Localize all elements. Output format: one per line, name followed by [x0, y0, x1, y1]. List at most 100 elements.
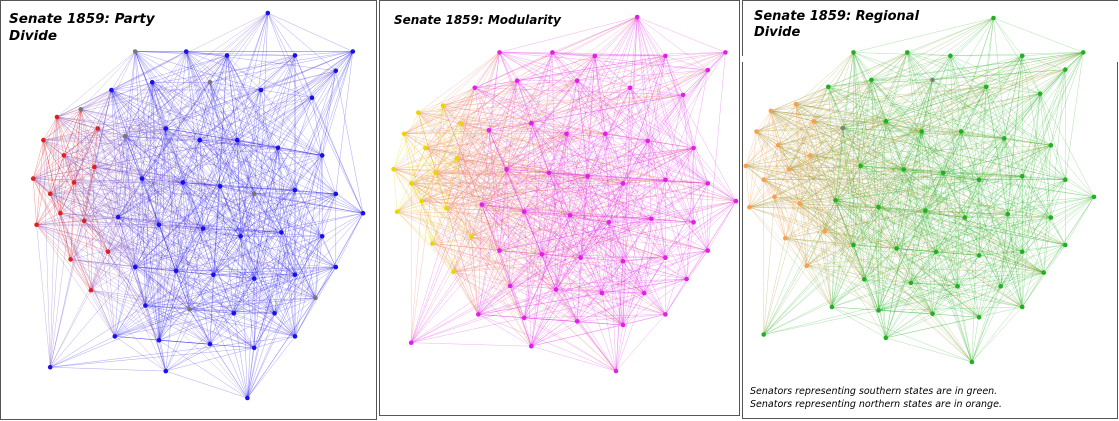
network-edge — [233, 236, 241, 314]
network-edge — [524, 176, 588, 212]
network-edge — [456, 158, 578, 322]
network-edge — [111, 89, 160, 225]
network-edge — [134, 267, 167, 372]
senator-node — [620, 322, 626, 328]
network-edge — [860, 165, 1001, 287]
network-edge — [199, 139, 296, 191]
network-edge — [474, 55, 666, 89]
senator-node — [1080, 50, 1086, 55]
network-edge — [524, 317, 617, 372]
network-edge — [878, 251, 937, 311]
network-edge — [1022, 176, 1052, 218]
network-edge — [506, 52, 553, 170]
network-edge — [541, 254, 603, 294]
network-edge — [580, 222, 610, 258]
network-edge — [118, 97, 313, 218]
network-edge — [860, 52, 908, 166]
network-edge — [885, 120, 1066, 180]
network-edge — [864, 138, 1005, 280]
network-edge — [277, 147, 364, 214]
network-edge — [199, 139, 336, 268]
network-edge — [964, 176, 1023, 218]
network-edge — [647, 140, 708, 184]
network-edge — [925, 210, 1066, 246]
network-edge — [795, 79, 933, 105]
network-edge — [471, 87, 631, 237]
network-edge — [950, 55, 987, 87]
network-edge — [622, 87, 631, 326]
senator-node — [691, 145, 696, 151]
network-edge — [566, 133, 666, 258]
network-edge — [910, 251, 937, 284]
network-edge — [651, 183, 708, 219]
network-edge — [871, 79, 879, 311]
network-edge — [107, 251, 116, 337]
network-edge — [97, 128, 177, 272]
network-edge — [60, 178, 143, 214]
senator-node — [955, 284, 960, 289]
network-edge — [523, 317, 532, 347]
network-edge — [932, 313, 980, 318]
network-edge — [453, 271, 578, 322]
network-edge — [499, 214, 571, 251]
network-edge — [828, 86, 886, 122]
network-edge — [601, 257, 666, 294]
network-edge — [517, 52, 726, 81]
network-edge — [90, 289, 211, 345]
network-edge — [260, 89, 282, 233]
network-edge — [943, 172, 1023, 177]
network-edge — [80, 109, 323, 156]
network-edge — [777, 145, 790, 170]
network-edge — [531, 55, 595, 124]
network-edge — [763, 251, 937, 335]
network-edge — [835, 200, 865, 280]
network-edge — [226, 55, 255, 194]
network-edge — [1007, 69, 1066, 215]
senator-node — [476, 312, 481, 317]
network-edge — [499, 52, 595, 57]
network-edge — [510, 261, 624, 287]
network-edge — [32, 140, 44, 179]
network-edge — [524, 211, 645, 294]
party-divide-network-graph — [30, 10, 366, 401]
network-edge — [60, 213, 71, 260]
network-edge — [254, 297, 316, 349]
network-edge — [281, 232, 296, 337]
network-edge — [425, 133, 606, 149]
network-edge — [50, 309, 190, 368]
network-edge — [682, 94, 694, 149]
network-edge — [247, 347, 255, 399]
network-edge — [457, 158, 652, 220]
network-edge — [524, 314, 666, 319]
network-edge — [986, 86, 1005, 139]
network-edge — [878, 17, 994, 208]
network-edge — [942, 172, 1001, 287]
network-edge — [410, 147, 426, 184]
network-edge — [80, 109, 200, 141]
network-edge — [763, 179, 1044, 273]
network-edge — [488, 55, 595, 131]
network-edge — [885, 79, 933, 338]
network-edge — [986, 86, 1066, 180]
network-edge — [506, 169, 578, 322]
network-edge — [80, 109, 296, 191]
network-edge — [36, 224, 190, 310]
network-edge — [209, 193, 255, 345]
network-edge — [799, 203, 886, 339]
network-edge — [835, 179, 980, 201]
network-edge — [432, 133, 567, 244]
network-edge — [203, 228, 275, 314]
network-edge — [311, 51, 353, 98]
network-edge — [182, 182, 323, 237]
network-edge — [411, 257, 666, 343]
network-edge — [570, 214, 708, 251]
network-edge — [531, 55, 666, 347]
network-edge — [471, 236, 542, 255]
network-edge — [531, 254, 543, 347]
network-edge — [907, 52, 951, 57]
network-edge — [569, 16, 638, 216]
network-edge — [124, 136, 204, 229]
network-edge — [446, 208, 525, 319]
network-edge — [531, 55, 666, 124]
network-edge — [903, 169, 933, 314]
